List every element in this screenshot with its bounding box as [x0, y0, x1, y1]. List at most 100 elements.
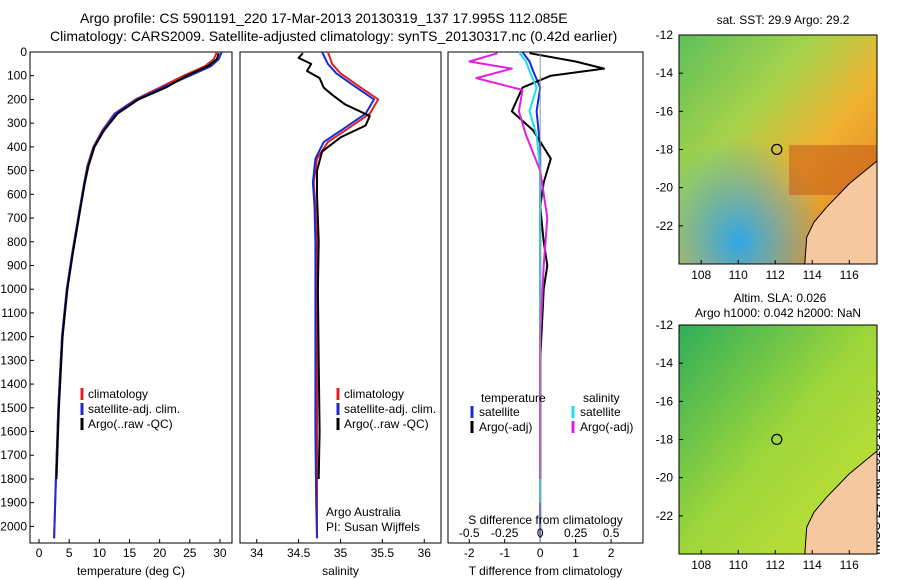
plot-frame: [239, 51, 442, 544]
legend-label: climatology: [88, 387, 148, 401]
x-tick-label: 0: [537, 546, 544, 560]
x-tick-label: 2: [608, 546, 615, 560]
map-field: [679, 35, 877, 264]
x-axis-label: salinity: [322, 564, 359, 578]
y-tick-label: 900: [7, 258, 27, 272]
series-line-sal_argo: [468, 52, 549, 479]
x-tick-label: 30: [213, 546, 227, 560]
legend-label: Argo(-adj): [580, 420, 633, 434]
y-tick-label: 1900: [0, 496, 27, 510]
x-tick-label: 35: [334, 546, 348, 560]
y-tick-label: 800: [7, 235, 27, 249]
x-tick-label: 36: [418, 546, 432, 560]
legend-label: satellite-adj. clim.: [344, 402, 436, 416]
map-y-tick-label: -16: [656, 394, 674, 408]
x-tick-label: 34: [250, 546, 264, 560]
y-tick-label: 600: [7, 187, 27, 201]
map-x-tick-label: 112: [766, 558, 785, 572]
map-y-tick-label: -20: [656, 181, 674, 195]
argo-location-marker: [771, 143, 783, 156]
map-title: sat. SST: 29.9 Argo: 29.2: [717, 13, 850, 27]
y-tick-label: 1600: [0, 425, 27, 439]
map-field: [679, 325, 877, 554]
series-line-satellite: [521, 51, 542, 539]
map-y-tick-label: -22: [656, 509, 674, 523]
y-tick-label: 200: [7, 92, 27, 106]
top-axis-label: S difference from climatology: [468, 513, 623, 527]
y-tick-label: 700: [7, 211, 27, 225]
temperature-panel: 0 5 10 15 20 25 30 temperature (deg C) 0 100 200 30…: [0, 45, 233, 578]
map-y-tick-label: -22: [656, 219, 674, 233]
y-tick-label: 500: [7, 164, 27, 178]
legend-label: Argo(..raw -QC): [344, 417, 429, 431]
x-tick-label: 35.5: [371, 546, 395, 560]
series-line-satellite: [53, 51, 223, 539]
x-axis-label: T difference from climatology: [469, 564, 623, 578]
series-line-argo: [297, 52, 371, 480]
map-y-tick-label: -14: [656, 66, 674, 80]
top-tick-label: -0.25: [491, 526, 519, 540]
map-y-tick-label: -18: [656, 143, 674, 157]
y-tick-label: 1100: [1, 306, 27, 320]
legend-label: satellite-adj. clim.: [88, 402, 180, 416]
climatology-subtitle: Climatology: CARS2009. Satellite-adjuste…: [50, 28, 618, 44]
x-axis-label: temperature (deg C): [77, 564, 185, 578]
map-x-tick-label: 114: [803, 268, 822, 282]
salinity-panel: 34 34.5 35 35.5 36 salinity climatologysatelli…: [239, 51, 442, 578]
top-tick-label: 0: [537, 526, 544, 540]
profile-title: Argo profile: CS 5901191_220 17-Mar-2013…: [80, 10, 568, 26]
map-x-tick-label: 116: [840, 268, 859, 282]
series-line-climatology: [53, 51, 218, 539]
map-y-tick-label: -16: [656, 104, 674, 118]
map-x-tick-label: 110: [729, 268, 748, 282]
y-tick-label: 1700: [0, 448, 27, 462]
y-tick-label: 1300: [0, 353, 27, 367]
map-y-tick-label: -18: [656, 433, 674, 447]
x-tick-label: 20: [153, 546, 167, 560]
argo-location-marker: [771, 433, 783, 446]
sla_map: 108 110 112 114 116 -12 -14 -16 -18 -20 -22 Altim. …: [656, 291, 878, 572]
series-line-climatology: [312, 51, 380, 539]
map-x-tick-label: 112: [766, 268, 785, 282]
x-tick-label: 1: [572, 546, 579, 560]
map-title: Altim. SLA: 0.026: [734, 291, 827, 305]
map-x-tick-label: 114: [803, 558, 822, 572]
map-y-tick-label: -12: [656, 28, 674, 42]
map-y-tick-label: -14: [656, 356, 674, 370]
series-line-argo: [55, 52, 220, 480]
land-australia: [804, 450, 877, 554]
legend-header-salinity: salinity: [583, 391, 620, 405]
top-tick-label: 0.5: [603, 526, 620, 540]
legend-label: Argo(-adj): [479, 420, 532, 434]
land-australia: [804, 160, 877, 264]
x-tick-label: 5: [66, 546, 73, 560]
x-tick-label: 15: [123, 546, 137, 560]
x-tick-label: 0: [36, 546, 43, 560]
top-tick-label: 0.25: [564, 526, 588, 540]
y-tick-label: 2000: [0, 519, 27, 533]
top-tick-label: -0.5: [459, 526, 480, 540]
y-tick-label: 1000: [0, 282, 27, 296]
legend-label: satellite: [479, 405, 520, 419]
x-tick-label: 10: [93, 546, 107, 560]
y-tick-label: 300: [7, 116, 27, 130]
y-tick-label: 400: [7, 140, 27, 154]
y-tick-label: 1200: [0, 330, 27, 344]
map-x-tick-label: 108: [691, 268, 711, 282]
map-x-tick-label: 110: [729, 558, 748, 572]
legend-header-temperature: temperature: [481, 391, 546, 405]
x-tick-label: -1: [499, 546, 510, 560]
y-tick-label: 1400: [0, 377, 27, 391]
annotation-text: Argo Australia: [326, 505, 401, 519]
x-tick-label: 34.5: [287, 546, 311, 560]
map-subtitle: Argo h1000: 0.042 h2000: NaN: [695, 306, 861, 320]
legend-label: Argo(..raw -QC): [88, 417, 173, 431]
difference-panel: -2 -1 0 1 2 T difference from climatology -0.5…: [447, 51, 644, 578]
map-y-tick-label: -20: [656, 471, 674, 485]
y-tick-label: 1800: [0, 472, 27, 486]
x-tick-label: -2: [464, 546, 475, 560]
x-tick-label: 25: [183, 546, 197, 560]
plot-frame: [447, 51, 644, 544]
y-tick-label: 1500: [0, 401, 27, 415]
